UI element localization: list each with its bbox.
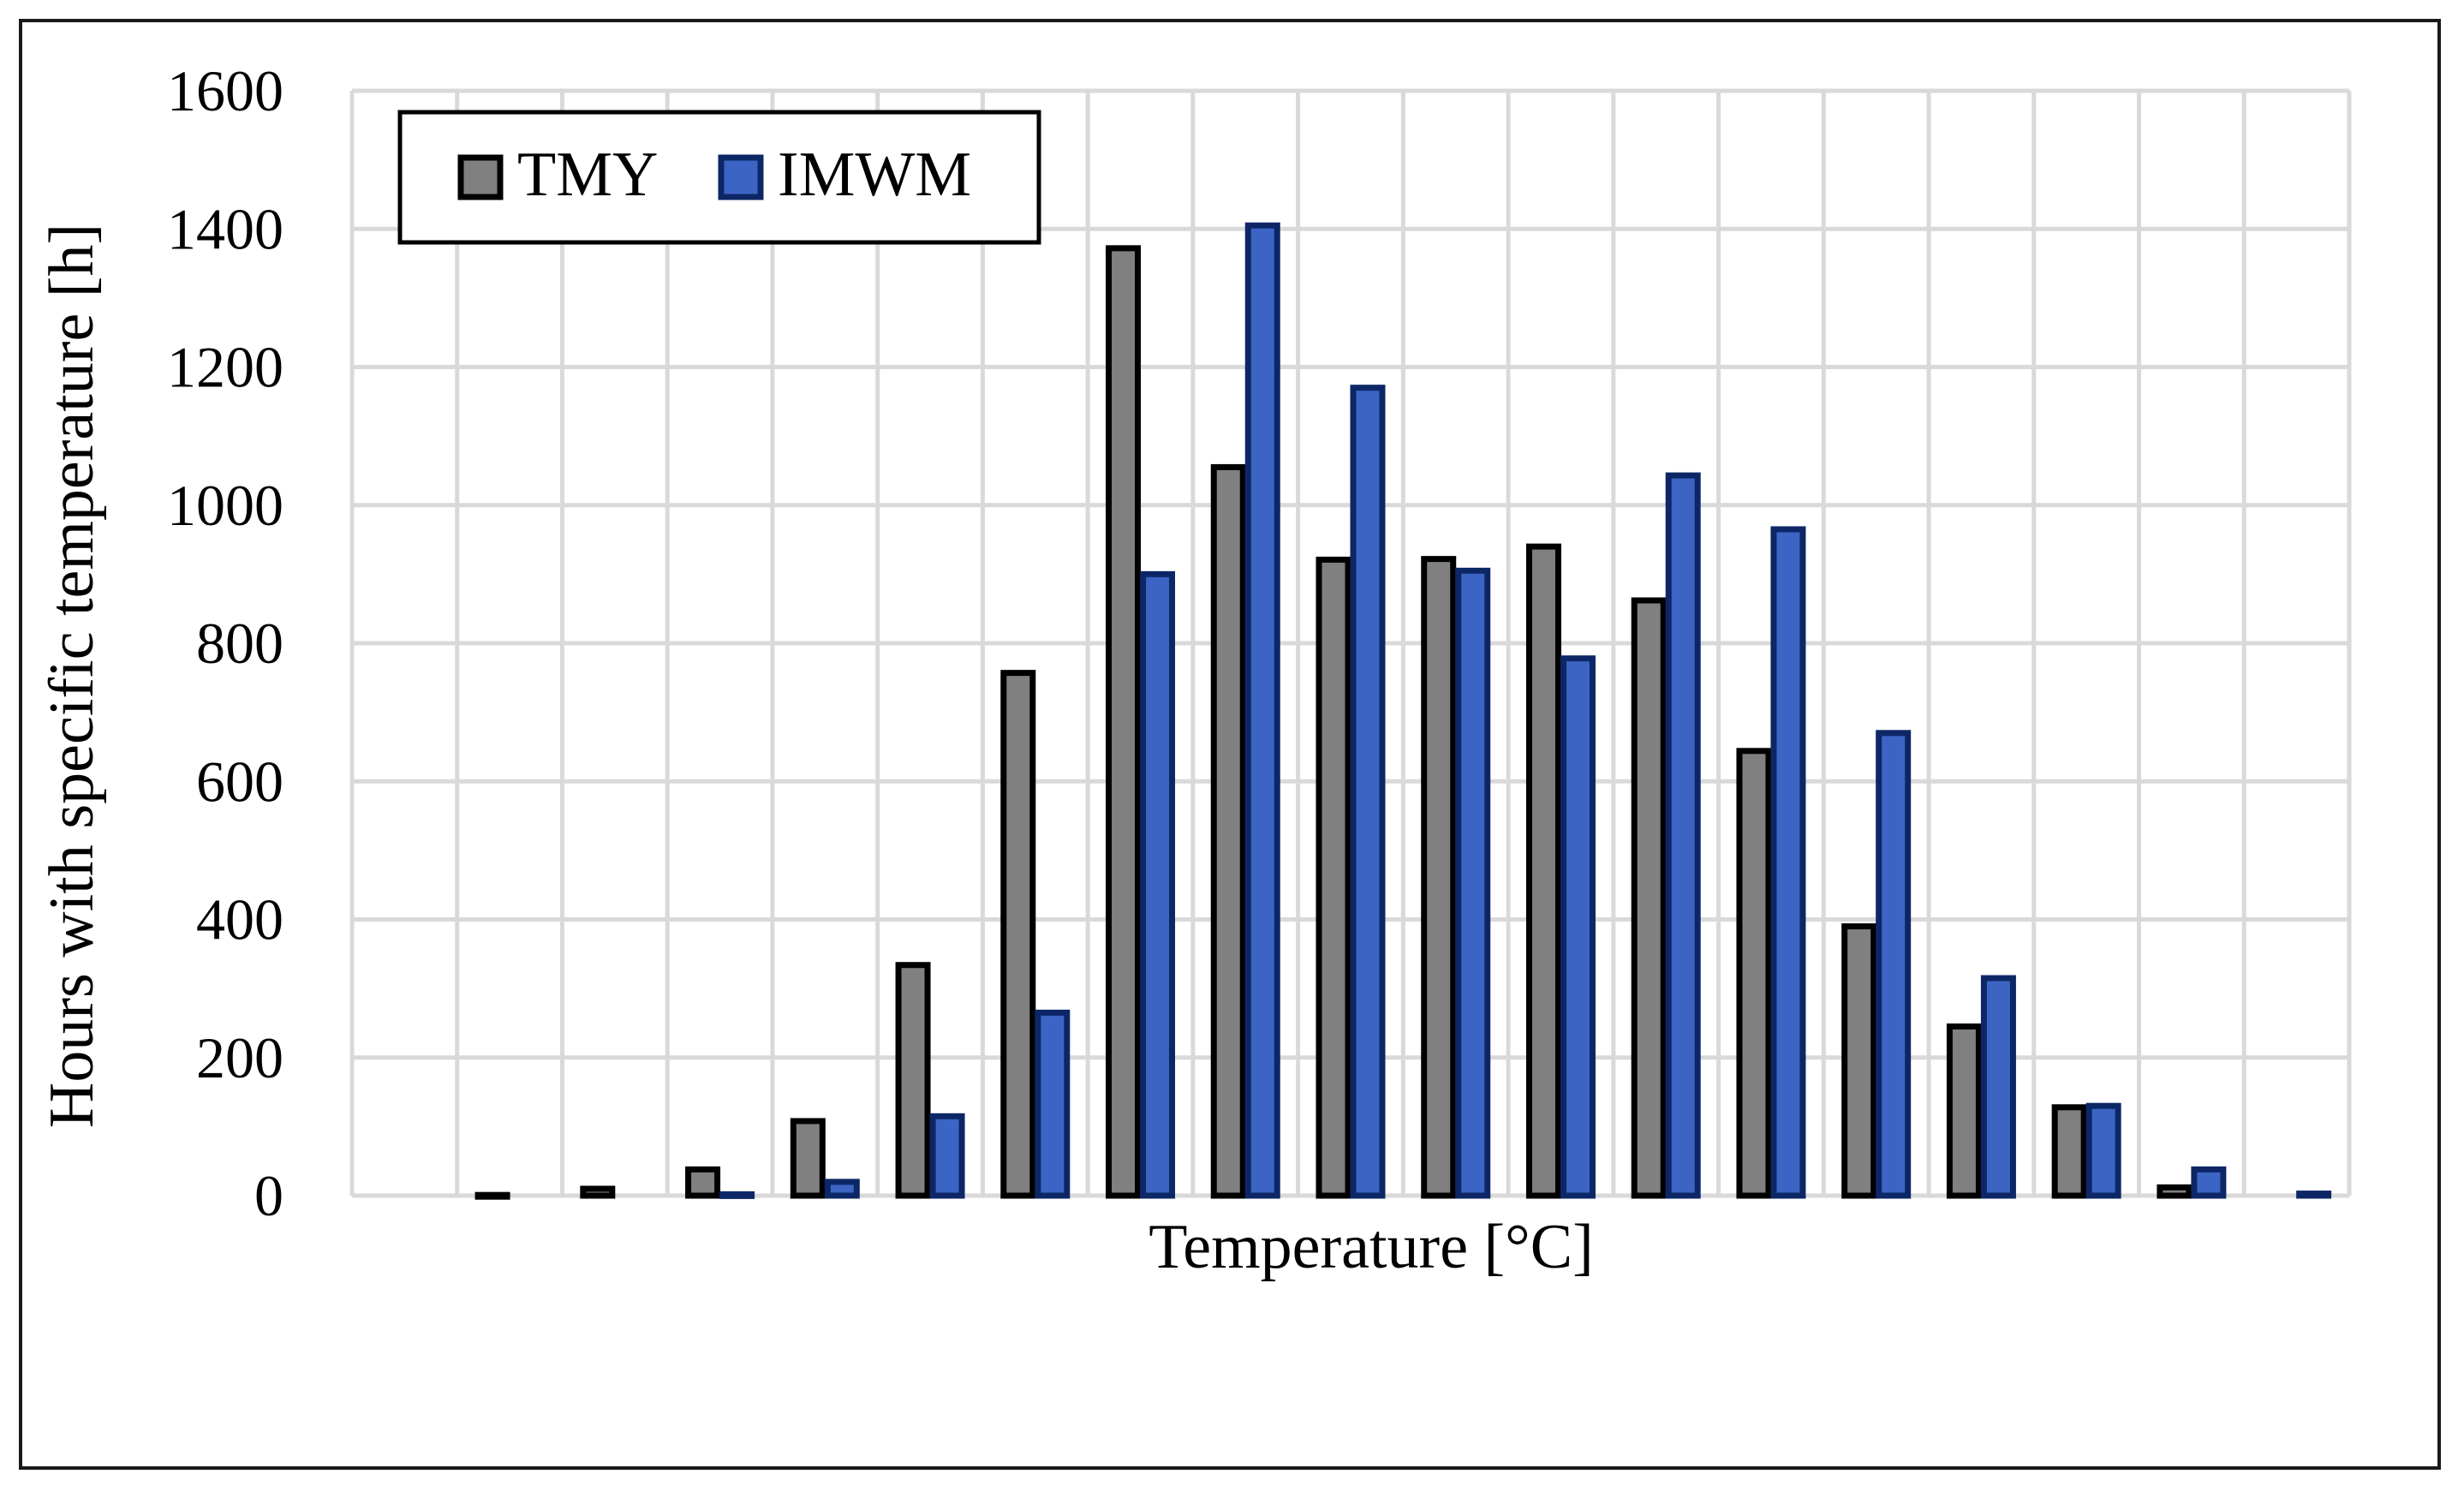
bars [474,222,2332,1200]
bar-tmy [1000,670,1036,1199]
y-tick-label: 1000 [167,473,283,538]
bar-tmy [1841,923,1877,1199]
bar-imwm [1560,655,1596,1199]
y-axis-title: Hours with specific temperature [h] [37,224,107,1128]
legend: TMY IMWM [397,110,1041,245]
bar-tmy [1736,748,1772,1199]
bar-imwm [1455,567,1491,1199]
legend-label-tmy: TMY [517,140,658,210]
bar-imwm [1770,526,1806,1199]
bar-chart: 0 200 400 600 800 1000 1200 1400 1600 Hours with… [37,58,2352,1282]
y-tick-label: 1400 [167,196,283,261]
bar-imwm [1980,975,2016,1199]
bar-tmy [1316,556,1351,1199]
bar-imwm [1876,730,1912,1199]
bar-tmy [1525,543,1561,1199]
x-axis-title: Temperature [°C] [1148,1212,1594,1282]
y-tick-label: 0 [254,1163,283,1228]
bar-imwm [824,1179,860,1199]
legend-swatch-tmy [457,154,504,200]
bar-imwm [1244,222,1280,1199]
bar-imwm [1140,570,1176,1199]
bar-tmy [2051,1104,2087,1199]
legend-swatch-imwm [718,154,764,200]
bar-tmy [790,1118,826,1199]
bar-imwm [719,1191,755,1199]
bar-tmy [580,1185,616,1199]
bar-imwm [1665,472,1701,1199]
y-tick-label: 1600 [167,58,283,123]
y-tick-label: 400 [196,887,283,952]
bar-tmy [1946,1023,1982,1199]
bar-imwm [1035,1009,1071,1199]
chart-frame: 0 200 400 600 800 1000 1200 1400 1600 Hours with… [19,19,2441,1470]
legend-label-imwm: IMWM [778,140,971,210]
bar-tmy [474,1191,510,1200]
bar-tmy [1210,463,1246,1199]
bar-tmy [1421,556,1457,1199]
y-tick-label: 200 [196,1025,283,1090]
bar-tmy [685,1166,721,1199]
grid [349,88,2352,1198]
bar-tmy [895,962,931,1199]
y-tick-label: 800 [196,611,283,676]
bar-imwm [929,1113,965,1199]
y-tick-label: 600 [196,749,283,814]
bar-imwm [2191,1166,2227,1199]
bar-tmy [2157,1184,2193,1199]
bar-imwm [2296,1191,2332,1199]
bar-tmy [1631,597,1667,1199]
y-axis-ticks: 0 200 400 600 800 1000 1200 1400 1600 [167,58,283,1228]
y-tick-label: 1200 [167,335,283,400]
bar-imwm [2085,1102,2121,1199]
bar-tmy [1106,245,1142,1199]
bar-imwm [1350,385,1386,1199]
